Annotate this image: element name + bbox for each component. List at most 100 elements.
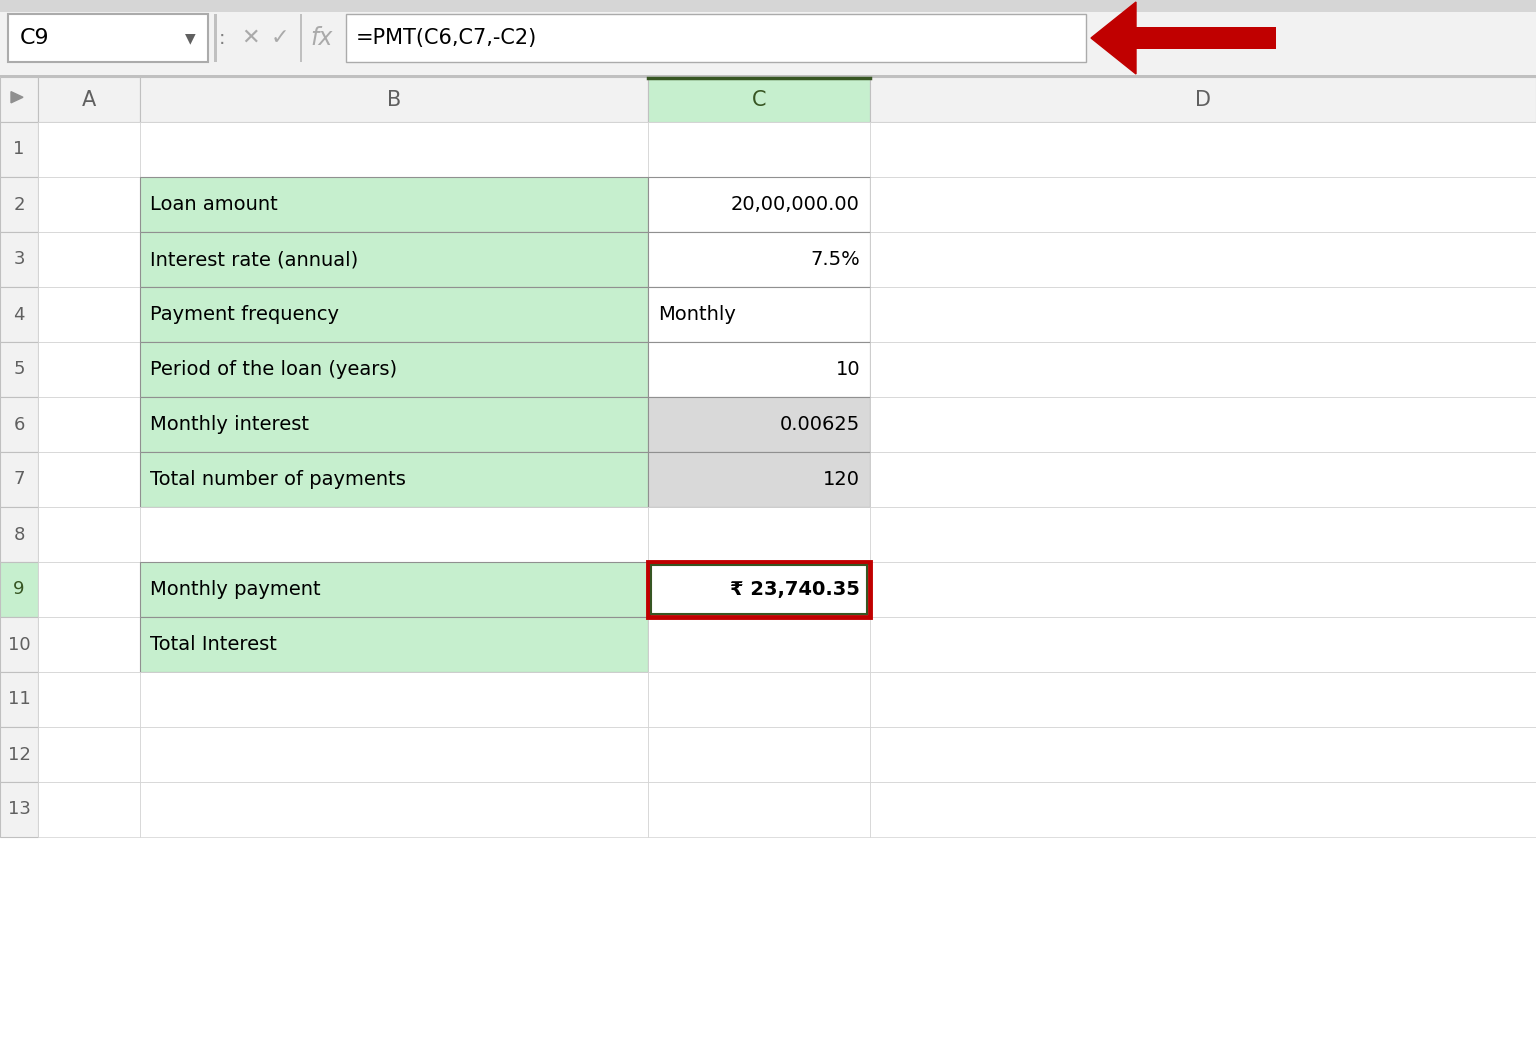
Bar	[0, 452, 38, 507]
Bar	[38, 452, 140, 507]
Bar	[0, 0, 1536, 12]
Bar	[38, 782, 140, 837]
Text: ▼: ▼	[184, 31, 195, 45]
Bar	[0, 177, 38, 232]
Bar	[648, 452, 869, 507]
Text: 11: 11	[8, 691, 31, 709]
Text: 6: 6	[14, 416, 25, 433]
Bar	[648, 562, 869, 617]
Bar	[140, 672, 648, 727]
Text: ✓: ✓	[270, 28, 289, 48]
Bar	[38, 562, 140, 617]
Text: Total Interest: Total Interest	[151, 635, 276, 654]
Text: Period of the loan (years): Period of the loan (years)	[151, 359, 398, 379]
Bar	[648, 507, 869, 562]
Bar	[0, 122, 38, 177]
Text: :: :	[218, 28, 226, 48]
Bar	[648, 342, 869, 397]
Bar	[38, 617, 140, 672]
Bar	[0, 342, 38, 397]
Text: fx: fx	[310, 26, 333, 50]
Bar	[869, 617, 1536, 672]
Text: =PMT(C6,C7,-C2): =PMT(C6,C7,-C2)	[356, 28, 538, 48]
Text: 2: 2	[14, 195, 25, 213]
Bar	[869, 397, 1536, 452]
Bar	[0, 672, 38, 727]
Text: Monthly: Monthly	[657, 305, 736, 324]
Bar	[648, 672, 869, 727]
Bar	[38, 77, 140, 122]
Bar	[648, 232, 869, 287]
Text: Payment frequency: Payment frequency	[151, 305, 339, 324]
Bar	[648, 122, 869, 177]
Text: 9: 9	[14, 581, 25, 598]
Bar	[0, 507, 38, 562]
Text: C9: C9	[20, 28, 49, 48]
Bar	[648, 287, 869, 342]
Bar	[140, 452, 648, 507]
Bar	[140, 342, 648, 397]
Bar	[1137, 27, 1276, 49]
Bar	[648, 782, 869, 837]
Text: 8: 8	[14, 526, 25, 543]
Bar	[648, 397, 869, 452]
Bar	[140, 782, 648, 837]
Bar	[0, 782, 38, 837]
Text: 10: 10	[836, 359, 860, 379]
Text: 120: 120	[823, 470, 860, 489]
Text: C: C	[751, 89, 766, 109]
Bar	[8, 14, 207, 62]
Bar	[38, 342, 140, 397]
Text: Total number of payments: Total number of payments	[151, 470, 406, 489]
Text: 0.00625: 0.00625	[780, 415, 860, 434]
Bar	[0, 562, 38, 617]
Bar	[214, 14, 217, 62]
Bar	[140, 287, 648, 342]
Bar	[140, 77, 648, 122]
Bar	[0, 727, 38, 782]
Bar	[0, 0, 1536, 75]
Text: 5: 5	[14, 361, 25, 378]
Polygon shape	[1091, 2, 1137, 74]
Text: Loan amount: Loan amount	[151, 195, 278, 214]
Bar	[869, 507, 1536, 562]
Polygon shape	[11, 91, 23, 103]
Bar	[38, 177, 140, 232]
Bar	[869, 672, 1536, 727]
Bar	[648, 562, 869, 617]
Bar	[140, 617, 648, 672]
Text: 3: 3	[14, 250, 25, 268]
Text: 12: 12	[8, 746, 31, 764]
Bar	[38, 287, 140, 342]
Bar	[869, 562, 1536, 617]
Text: Interest rate (annual): Interest rate (annual)	[151, 250, 358, 269]
Text: ✕: ✕	[241, 28, 260, 48]
Bar	[38, 727, 140, 782]
Text: 20,00,000.00: 20,00,000.00	[731, 195, 860, 214]
Bar	[648, 177, 869, 232]
Bar	[38, 122, 140, 177]
Bar	[869, 782, 1536, 837]
Text: 4: 4	[14, 305, 25, 323]
Bar	[0, 287, 38, 342]
Bar	[300, 14, 303, 62]
Text: 10: 10	[8, 636, 31, 654]
Bar	[0, 75, 1536, 77]
Bar	[648, 617, 869, 672]
Bar	[140, 232, 648, 287]
Bar	[869, 452, 1536, 507]
Bar	[869, 232, 1536, 287]
Bar	[38, 397, 140, 452]
Bar	[0, 617, 38, 672]
Text: 7: 7	[14, 471, 25, 488]
Bar	[140, 562, 648, 617]
Text: Monthly interest: Monthly interest	[151, 415, 309, 434]
Bar	[869, 287, 1536, 342]
Bar	[140, 507, 648, 562]
Text: D: D	[1195, 89, 1210, 109]
Bar	[0, 232, 38, 287]
Bar	[140, 397, 648, 452]
Bar	[140, 177, 648, 232]
Bar	[648, 77, 869, 122]
Text: 13: 13	[8, 800, 31, 819]
